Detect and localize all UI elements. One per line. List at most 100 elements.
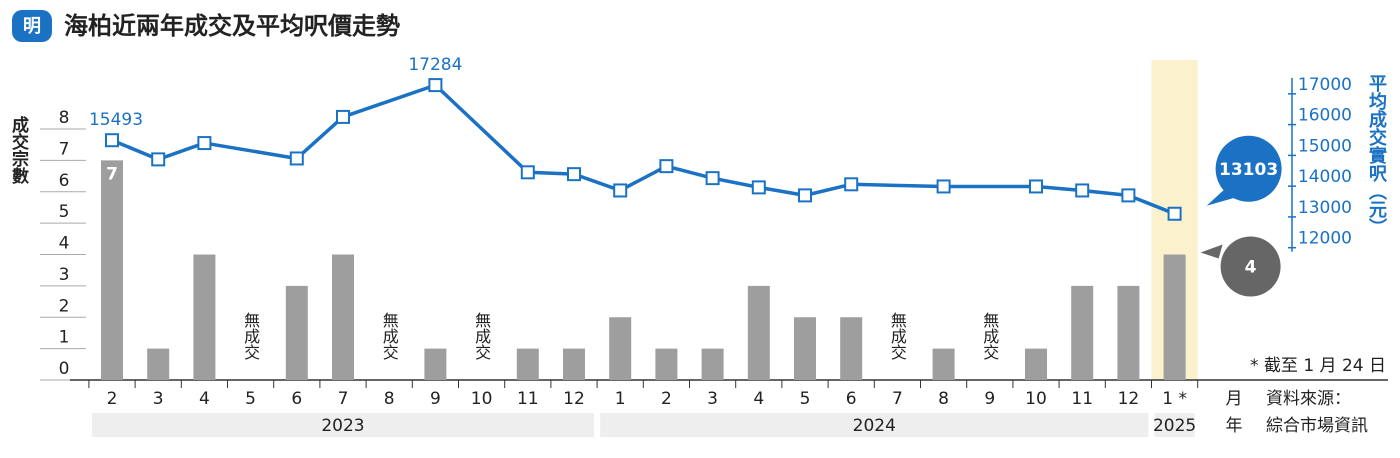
line-marker — [751, 180, 766, 195]
bar — [932, 348, 955, 380]
y2-tick-label: 15000 — [1298, 136, 1352, 156]
line-segment — [1082, 188, 1129, 198]
y2-tick-label: 12000 — [1298, 229, 1352, 249]
bar — [193, 254, 216, 380]
bar-value-label: 無成交 — [888, 312, 907, 360]
y-tick-label: 7 — [59, 139, 70, 159]
bar — [332, 254, 354, 380]
bar — [147, 348, 170, 380]
x-tick-label: 8 — [384, 389, 395, 409]
chart-title: 海柏近兩年成交及平均呎價走勢 — [64, 12, 400, 40]
line-segment — [619, 164, 668, 193]
year-axis-title: 年 — [1226, 416, 1243, 436]
x-tick-label: 9 — [430, 389, 441, 409]
y2-tick-label: 17000 — [1298, 75, 1352, 95]
bar-value-label: 無成交 — [472, 312, 491, 360]
logo: 明 — [23, 16, 41, 37]
bar — [1117, 285, 1140, 380]
x-tick-label: 10 — [471, 389, 493, 409]
source-label: 資料來源： — [1266, 389, 1351, 409]
bar — [516, 348, 539, 380]
callout-bubble — [1215, 135, 1282, 202]
line-marker — [1167, 206, 1182, 221]
line-segment — [712, 176, 760, 190]
line-value-label: 17284 — [408, 55, 462, 75]
line-marker — [936, 179, 951, 194]
bar — [563, 348, 585, 380]
line-marker — [151, 152, 166, 167]
line-segment — [758, 185, 806, 198]
logo-badge — [12, 10, 52, 42]
line-segment — [342, 83, 436, 119]
line-marker — [1029, 179, 1043, 194]
y-tick-label: 5 — [59, 202, 70, 222]
line-marker — [613, 183, 628, 198]
callout-bubble — [1200, 244, 1223, 259]
y-tick-label: 2 — [59, 296, 70, 316]
x-tick-label: 9 — [984, 389, 995, 409]
line-value-label: 13103 — [1219, 160, 1278, 180]
y2-tick-label: 14000 — [1298, 167, 1352, 187]
line-marker — [844, 177, 859, 192]
line-marker — [289, 151, 304, 166]
x-tick-label: 11 — [1071, 389, 1093, 409]
x-tick-label: 11 — [517, 389, 539, 409]
y-tick-label: 4 — [59, 234, 70, 254]
line-segment — [804, 182, 852, 198]
line-marker — [705, 171, 720, 186]
year-band — [1154, 413, 1195, 437]
line-marker — [428, 78, 443, 93]
line-segment — [434, 83, 530, 174]
y-axis-title: 成交宗數 — [8, 115, 29, 185]
x-tick-label: 4 — [199, 389, 210, 409]
line-segment — [1035, 184, 1083, 193]
x-tick-label: 8 — [938, 389, 949, 409]
x-tick-label: 6 — [291, 389, 302, 409]
x-tick-label: 5 — [800, 389, 811, 409]
line-segment — [665, 164, 714, 180]
y-tick-label: 8 — [59, 108, 70, 128]
bar — [655, 348, 678, 380]
y-tick-label: 3 — [59, 265, 70, 285]
x-tick-label: 3 — [153, 389, 164, 409]
y-tick-label: 0 — [59, 359, 70, 379]
bar — [840, 317, 863, 380]
x-tick-label: 2 — [107, 389, 118, 409]
bar — [1163, 254, 1186, 380]
x-tick-label: 12 — [1118, 389, 1140, 409]
x-tick-label: 3 — [707, 389, 718, 409]
y2-axis-title: 平均成交實呎（元） — [1366, 74, 1387, 236]
line-marker — [105, 133, 119, 148]
y2-tick-label: 16000 — [1298, 106, 1352, 126]
line-marker — [1121, 188, 1136, 203]
source: 綜合市場資訊 — [1266, 416, 1368, 436]
y-tick-label: 6 — [59, 171, 70, 191]
x-tick-label: 7 — [338, 389, 349, 409]
bar — [285, 285, 308, 380]
x-tick-label: 1 * — [1162, 389, 1187, 409]
line-marker — [520, 165, 535, 180]
bar — [609, 317, 632, 380]
line-segment — [527, 170, 575, 176]
x-tick-label: 4 — [753, 389, 764, 409]
line-value-label: 15493 — [89, 110, 143, 130]
bar — [701, 348, 724, 380]
x-axis-title: 月 — [1226, 389, 1243, 409]
y2-tick-label: 13000 — [1298, 198, 1352, 218]
x-tick-label: 10 — [1025, 389, 1047, 409]
bar — [794, 317, 816, 380]
bar-value-label: 4 — [1245, 258, 1257, 278]
year-band — [91, 413, 595, 437]
bar — [424, 348, 447, 380]
y-tick-label: 1 — [59, 328, 70, 348]
year-label: 2025 — [1153, 416, 1196, 436]
line-marker — [197, 136, 212, 151]
line-segment — [851, 182, 944, 189]
x-tick-label: 2 — [661, 389, 672, 409]
x-tick-label: 7 — [892, 389, 903, 409]
note: * 截至 1 月 24 日 — [1250, 356, 1386, 376]
bar-value-label: 無成交 — [980, 312, 999, 360]
bar-value-label: 無成交 — [241, 312, 260, 360]
line-segment — [1127, 193, 1176, 216]
line-segment — [111, 138, 159, 162]
